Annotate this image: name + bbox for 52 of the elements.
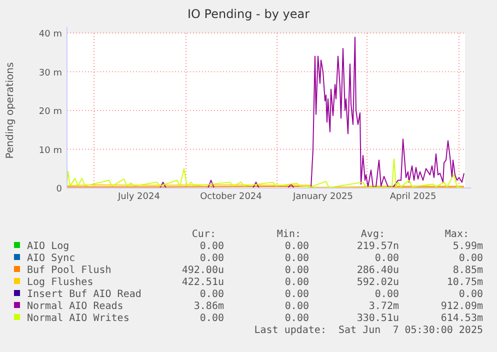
text: 592.02u — [356, 277, 399, 288]
text: Avg: — [360, 229, 385, 240]
text: 0.00 — [458, 289, 483, 300]
legend-label: Insert Buf AIO Read — [27, 289, 142, 300]
y-tick-label: 20 m — [38, 107, 62, 117]
text: 0.00 — [284, 277, 309, 288]
y-axis-title: Pending operations — [5, 62, 16, 159]
text: 422.51u — [182, 277, 224, 288]
legend-label: AIO Sync — [27, 253, 76, 264]
legend-label: Buf Pool Flush — [27, 265, 112, 276]
text: 492.00u — [182, 265, 224, 276]
text: 0.00 — [284, 253, 309, 264]
text: 614.53m — [440, 313, 483, 324]
chart-title: IO Pending - by year — [187, 7, 310, 21]
text: 330.51u — [356, 313, 399, 324]
text: Min: — [276, 229, 301, 240]
text: 3.72m — [368, 301, 399, 312]
text: 0.00 — [284, 289, 309, 300]
text: 10.75m — [446, 277, 483, 288]
legend-label: Normal AIO Reads — [27, 301, 124, 312]
text: 0.00 — [284, 313, 309, 324]
text: 286.40u — [356, 265, 399, 276]
text: 0.00 — [200, 253, 224, 264]
text: 219.57n — [356, 241, 399, 252]
y-tick-label: 40 m — [38, 30, 62, 40]
legend-label: Normal AIO Writes — [27, 313, 130, 324]
line-series — [66, 158, 464, 188]
y-tick-label: 30 m — [38, 68, 62, 78]
y-tick-label: 0 — [56, 184, 62, 194]
text: 0.00 — [200, 289, 224, 300]
text: 0.00 — [374, 253, 399, 264]
text: 0.00 — [374, 289, 399, 300]
y-tick-label: 10 m — [38, 146, 62, 156]
text: 0.00 — [458, 253, 483, 264]
text: 3.86m — [194, 301, 224, 312]
x-tick-label: April 2025 — [390, 192, 436, 202]
x-tick-label: January 2025 — [292, 192, 353, 202]
text: 0.00 — [284, 241, 309, 252]
text: 0.00 — [200, 241, 224, 252]
text: 0.00 — [200, 313, 224, 324]
text: 0.00 — [284, 265, 309, 276]
text: Max: — [444, 229, 469, 240]
text: Last update: Sat Jun 7 05:30:00 2025 — [254, 325, 483, 336]
text: 5.99m — [452, 241, 483, 252]
text: 8.85m — [452, 265, 483, 276]
legend-label: AIO Log — [27, 241, 70, 252]
x-tick-label: July 2024 — [117, 192, 160, 202]
legend-label: Log Flushes — [27, 277, 94, 288]
text: 912.09m — [440, 301, 483, 312]
text: 0.00 — [284, 301, 309, 312]
x-tick-label: October 2024 — [200, 192, 262, 202]
text: Cur: — [192, 229, 216, 240]
